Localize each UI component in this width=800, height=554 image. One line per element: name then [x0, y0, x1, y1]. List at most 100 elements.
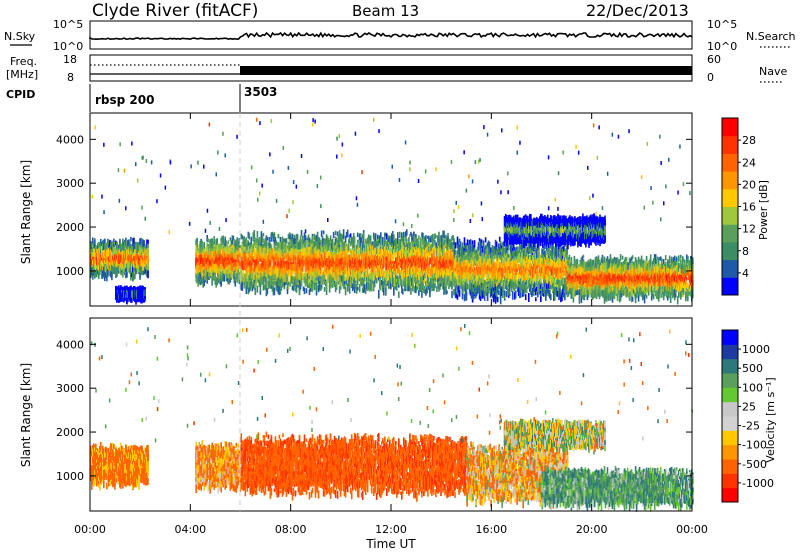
- power-echo-cell: [357, 287, 359, 291]
- power-echo-cell: [267, 237, 269, 240]
- power-echo-cell: [233, 236, 235, 240]
- freq-tick-bottom: 8: [67, 71, 74, 84]
- power-echo-cell: [239, 279, 241, 284]
- power-echo-cell: [255, 288, 257, 295]
- power-echo-cell: [147, 271, 149, 279]
- beam-label: Beam 13: [352, 2, 419, 20]
- power-echo-cell: [263, 233, 265, 236]
- power-echo-cell: [213, 239, 215, 242]
- power-echo-cell: [312, 236, 314, 240]
- cpid-entry-2: 3503: [244, 85, 277, 99]
- cpid-row: CPID rbsp 200 3503: [6, 84, 277, 112]
- power-echo-cell: [332, 244, 334, 252]
- power-echo-cell: [306, 265, 308, 269]
- freq-label: Freq.: [10, 55, 37, 68]
- power-echo-cell: [343, 229, 345, 238]
- nsearch-tick-bottom: 10^0: [707, 40, 737, 53]
- power-echo-cell: [300, 236, 302, 243]
- power-echo-cell: [147, 240, 149, 244]
- freq-unit: [MHz]: [6, 68, 38, 81]
- power-echo-cell: [324, 287, 326, 292]
- power-echo-cell: [119, 239, 121, 243]
- plot-title: Clyde River (fitACF): [92, 1, 258, 21]
- power-echo-cell: [207, 238, 209, 242]
- power-echo-cell: [335, 231, 337, 236]
- power-echo-cell: [266, 279, 268, 284]
- power-echo-cell: [257, 286, 259, 293]
- power-echo-cell: [357, 233, 359, 237]
- power-echo-cell: [130, 237, 132, 241]
- nave-tick-top: 60: [707, 53, 721, 66]
- power-echo-cell: [111, 272, 113, 280]
- power-echo-cell: [104, 239, 106, 242]
- power-echo-cell: [295, 257, 297, 263]
- power-echo-cell: [301, 281, 303, 286]
- power-echo-cell: [363, 232, 365, 240]
- power-echo-cell: [203, 242, 205, 247]
- power-echo-cell: [274, 287, 276, 295]
- cpid-entry-1: rbsp 200: [95, 93, 154, 107]
- power-echo-cell: [337, 232, 339, 236]
- date-label: 22/Dec/2013: [586, 1, 689, 20]
- power-echo-cell: [305, 235, 307, 240]
- power-echo-cell: [278, 234, 280, 238]
- power-echo-cell: [333, 232, 335, 238]
- power-echo-cell: [228, 240, 230, 244]
- freq-tick-top: 18: [63, 53, 77, 66]
- power-echo-cell: [306, 288, 308, 293]
- power-echo-cell: [344, 274, 346, 281]
- nave-label: Nave: [759, 65, 787, 78]
- power-echo-cell: [326, 285, 328, 290]
- power-echo-cell: [332, 239, 334, 244]
- power-echo-cell: [359, 285, 361, 291]
- nsky-line: [90, 33, 692, 39]
- power-echo-cell: [367, 267, 369, 273]
- nsky-tick-bottom: 10^0: [53, 40, 83, 53]
- power-echo-cell: [312, 281, 314, 285]
- power-echo-cell: [201, 241, 203, 248]
- power-echo-cell: [260, 286, 262, 291]
- power-data: [90, 118, 694, 305]
- power-echo-cell: [237, 275, 239, 283]
- power-echo-cell: [316, 283, 318, 292]
- power-echo-cell: [249, 233, 251, 240]
- power-echo-cell: [268, 269, 270, 275]
- power-echo-cell: [349, 289, 351, 294]
- power-echo-cell: [267, 288, 269, 294]
- power-echo-cell: [144, 289, 146, 294]
- nsearch-tick-top: 10^5: [707, 18, 737, 31]
- power-echo-cell: [230, 237, 232, 241]
- power-echo-cell: [242, 282, 244, 291]
- power-echo-cell: [116, 242, 118, 247]
- power-echo-cell: [196, 243, 198, 247]
- power-echo-cell: [259, 240, 261, 244]
- power-echo-cell: [326, 252, 328, 257]
- power-echo-cell: [374, 283, 376, 287]
- power-echo-cell: [235, 281, 237, 287]
- nsky-tick-top: 10^5: [53, 18, 83, 31]
- freq-panel: Freq. [MHz] 18 8 60 0 Nave: [6, 53, 787, 84]
- power-echo-cell: [323, 230, 325, 234]
- power-echo-cell: [301, 230, 303, 236]
- power-echo-cell: [147, 247, 149, 255]
- power-echo-cell: [328, 252, 330, 255]
- power-echo-cell: [300, 242, 302, 249]
- power-echo-cell: [312, 286, 314, 292]
- power-echo-cell: [354, 236, 356, 244]
- nsky-panel: N.Sky 10^5 10^0 10^5 10^0 N.Search: [4, 18, 796, 53]
- power-echo-cell: [336, 282, 338, 288]
- power-echo-cell: [347, 230, 349, 238]
- nave-tick-bottom: 0: [707, 71, 714, 84]
- power-echo-cell: [126, 273, 128, 277]
- power-echo-cell: [286, 238, 288, 242]
- power-echo-cell: [220, 281, 222, 287]
- nsearch-label: N.Search: [746, 30, 796, 43]
- power-echo-cell: [257, 231, 259, 237]
- power-echo-cell: [345, 287, 347, 296]
- power-echo-cell: [147, 244, 149, 248]
- power-echo-cell: [113, 239, 115, 242]
- power-echo-cell: [219, 250, 221, 255]
- power-echo-cell: [143, 241, 145, 245]
